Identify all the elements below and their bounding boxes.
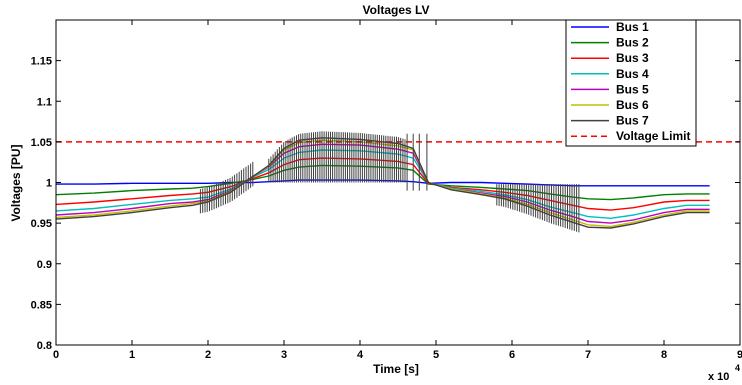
x-tick-label: 8 (661, 349, 667, 361)
legend-label: Bus 7 (616, 114, 649, 128)
y-tick-label: 1.15 (31, 56, 52, 68)
bus-7-spikes (199, 131, 580, 233)
x-multiplier-base: x 10 (708, 371, 729, 383)
x-multiplier-exponent: 4 (735, 363, 740, 373)
series-bus-1 (56, 179, 710, 187)
legend-box (565, 19, 697, 147)
y-tick-label: 0.85 (31, 299, 52, 311)
legend-label: Bus 4 (616, 67, 649, 81)
bus-7-oscillation-bursts (199, 131, 580, 233)
x-tick-label: 6 (509, 349, 515, 361)
legend-label: Bus 5 (616, 82, 649, 96)
y-tick-label: 1.1 (37, 96, 52, 108)
y-axis-label: Voltages [PU] (9, 144, 23, 221)
legend-label: Voltage Limit (616, 129, 690, 143)
y-axis: 0.8 0.85 0.9 0.95 1 1.05 1.1 1.15 (31, 56, 740, 352)
series-bus-2 (55, 164, 710, 201)
legend-label: Bus 3 (616, 51, 649, 65)
chart-title: Voltages LV (363, 3, 430, 17)
y-tick-label: 0.95 (31, 218, 52, 230)
x-tick-label: 1 (129, 349, 135, 361)
x-tick-label: 0 (53, 349, 59, 361)
legend-label: Bus 2 (616, 36, 649, 50)
x-tick-label: 3 (281, 349, 287, 361)
x-axis-multiplier: x 10 4 (708, 363, 740, 383)
x-tick-label: 9 (737, 349, 742, 361)
x-tick-label: 4 (357, 349, 364, 361)
y-tick-label: 1.05 (31, 137, 52, 149)
y-tick-label: 1 (46, 178, 52, 190)
legend-label: Bus 1 (616, 20, 649, 34)
x-tick-label: 5 (433, 349, 439, 361)
x-tick-label: 2 (205, 349, 211, 361)
y-tick-label: 0.9 (37, 259, 52, 271)
x-axis: 0 1 2 3 4 5 6 7 8 9 (53, 20, 742, 361)
y-tick-label: 0.8 (37, 340, 52, 352)
x-tick-label: 7 (585, 349, 591, 361)
plot-area (55, 137, 740, 229)
legend-label: Bus 6 (616, 98, 649, 112)
x-axis-label: Time [s] (373, 362, 419, 376)
